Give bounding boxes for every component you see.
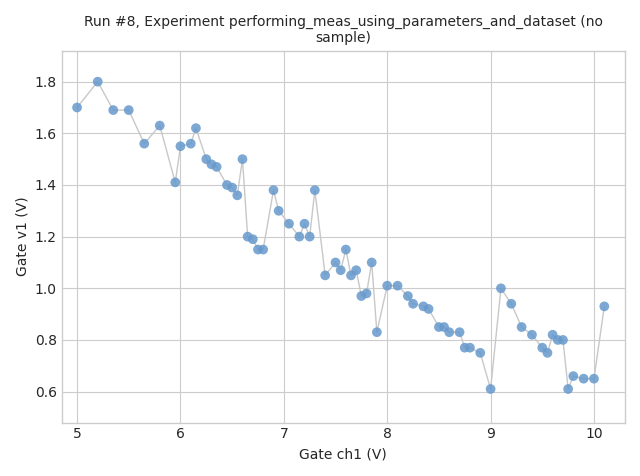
Point bbox=[568, 372, 579, 380]
Point bbox=[516, 323, 527, 331]
Point bbox=[253, 246, 263, 253]
Point bbox=[320, 272, 330, 279]
Point bbox=[542, 349, 552, 357]
Point bbox=[93, 78, 103, 86]
Point bbox=[335, 267, 346, 274]
Point bbox=[72, 104, 82, 111]
Point bbox=[506, 300, 516, 307]
Point bbox=[351, 267, 362, 274]
Point bbox=[367, 258, 377, 266]
Point bbox=[553, 336, 563, 344]
Point bbox=[460, 344, 470, 351]
Point bbox=[589, 375, 599, 383]
Point bbox=[243, 233, 253, 240]
Point bbox=[579, 375, 589, 383]
Point bbox=[139, 140, 149, 148]
Point bbox=[248, 236, 258, 243]
Point bbox=[170, 178, 180, 186]
Point bbox=[537, 344, 547, 351]
Point bbox=[155, 122, 165, 129]
Point bbox=[300, 220, 310, 228]
Point bbox=[599, 303, 609, 310]
Title: Run #8, Experiment performing_meas_using_parameters_and_dataset (no
sample): Run #8, Experiment performing_meas_using… bbox=[84, 15, 603, 45]
Point bbox=[175, 142, 186, 150]
Point bbox=[340, 246, 351, 253]
Point bbox=[232, 191, 243, 199]
Point bbox=[496, 285, 506, 292]
Point bbox=[527, 331, 537, 338]
Point bbox=[454, 328, 465, 336]
Point bbox=[392, 282, 403, 289]
Point bbox=[294, 233, 305, 240]
Point bbox=[444, 328, 454, 336]
Point bbox=[372, 328, 382, 336]
Point bbox=[475, 349, 485, 357]
Point bbox=[237, 155, 248, 163]
Point bbox=[211, 163, 221, 171]
Point bbox=[547, 331, 557, 338]
Point bbox=[465, 344, 475, 351]
Point bbox=[439, 323, 449, 331]
Point bbox=[227, 184, 237, 191]
Point bbox=[563, 385, 573, 393]
Point bbox=[362, 289, 372, 297]
Point bbox=[408, 300, 418, 307]
Point bbox=[206, 160, 216, 168]
Point bbox=[284, 220, 294, 228]
Point bbox=[424, 305, 434, 313]
Point bbox=[558, 336, 568, 344]
Point bbox=[108, 106, 118, 114]
Point bbox=[273, 207, 284, 215]
Y-axis label: Gate v1 (V): Gate v1 (V) bbox=[15, 197, 29, 277]
Point bbox=[356, 292, 367, 300]
Point bbox=[382, 282, 392, 289]
Point bbox=[305, 233, 315, 240]
Point bbox=[201, 155, 211, 163]
Point bbox=[403, 292, 413, 300]
Point bbox=[434, 323, 444, 331]
X-axis label: Gate ch1 (V): Gate ch1 (V) bbox=[300, 447, 387, 461]
Point bbox=[310, 186, 320, 194]
Point bbox=[258, 246, 268, 253]
Point bbox=[330, 258, 340, 266]
Point bbox=[124, 106, 134, 114]
Point bbox=[486, 385, 496, 393]
Point bbox=[419, 303, 429, 310]
Point bbox=[222, 181, 232, 189]
Point bbox=[268, 186, 278, 194]
Point bbox=[346, 272, 356, 279]
Point bbox=[191, 124, 201, 132]
Point bbox=[186, 140, 196, 148]
